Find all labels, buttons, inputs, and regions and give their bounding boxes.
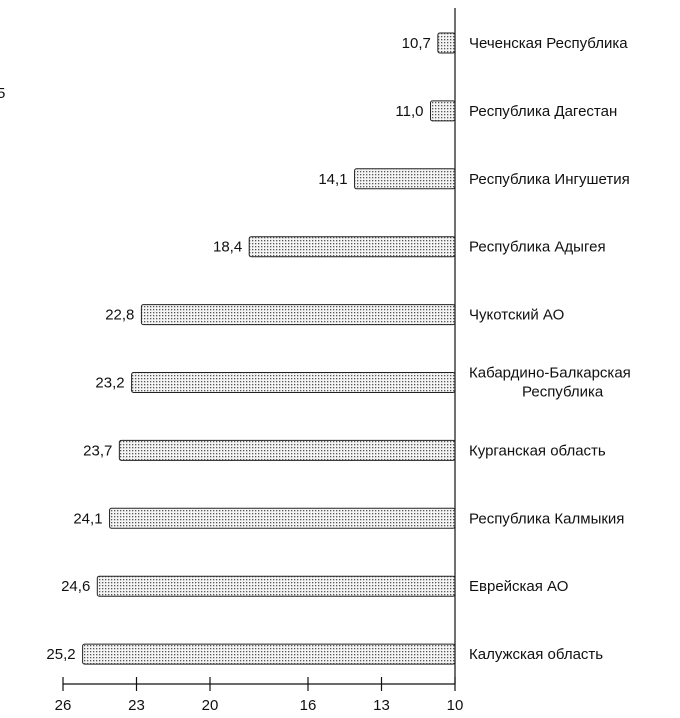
bar [83, 644, 455, 664]
bar-value-label: 11,0 [395, 103, 423, 120]
category-label: Республика Дагестан [469, 103, 617, 120]
x-tick-label: 13 [373, 697, 390, 714]
bar-value-label: 22,8 [105, 307, 134, 324]
bar-value-label: 18,4 [213, 239, 242, 256]
category-label: Калужская область [469, 646, 603, 663]
category-label: Республика Адыгея [469, 239, 606, 256]
x-tick-label: 23 [128, 697, 145, 714]
bar [431, 101, 456, 121]
bar [110, 508, 455, 528]
clipped-edge-fragment: 5 [0, 85, 5, 102]
x-axis: 26 23 20 16 13 10 [55, 677, 464, 714]
bar-value-label: 10,7 [402, 35, 431, 52]
bar [132, 373, 455, 393]
bar [249, 237, 455, 257]
bar [119, 440, 455, 460]
x-tick-label: 10 [447, 697, 464, 714]
category-label: Республика Калмыкия [469, 510, 624, 527]
x-tick-label: 16 [300, 697, 317, 714]
bar [438, 33, 455, 53]
category-label: Чеченская Республика [469, 35, 628, 52]
category-label: Кабардино-Балкарская Республика [469, 365, 631, 401]
x-tick-label: 26 [55, 697, 72, 714]
bar-value-label: 23,7 [83, 442, 112, 459]
bar [355, 169, 455, 189]
bar-value-label: 24,6 [61, 578, 90, 595]
bar-value-label: 24,1 [73, 510, 102, 527]
bar [141, 305, 455, 325]
bar-value-label: 14,1 [318, 171, 347, 188]
category-label: Курганская область [469, 442, 606, 459]
bar-value-label: 23,2 [95, 375, 124, 392]
category-label: Чукотский АО [469, 307, 564, 324]
category-label: Еврейская АО [469, 578, 568, 595]
bar [97, 576, 455, 596]
x-tick-label: 20 [202, 697, 219, 714]
category-label: Республика Ингушетия [469, 171, 630, 188]
bar-value-label: 25,2 [46, 646, 75, 663]
